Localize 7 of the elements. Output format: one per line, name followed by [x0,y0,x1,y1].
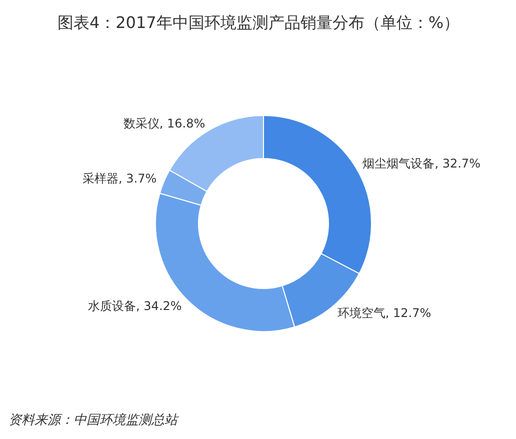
slice-label: 数采仪, 16.8% [123,116,206,130]
slice-label: 烟尘烟气设备, 32.7% [362,156,480,170]
chart-title: 图表4：2017年中国环境监测产品销量分布（单位：%） [57,13,460,32]
slice-label: 环境空气, 12.7% [337,306,432,320]
slice-label: 水质设备, 34.2% [88,298,182,313]
slice-label: 采样器, 3.7% [82,171,157,186]
text: 资料来源：中国环境监测总站 [8,412,180,428]
